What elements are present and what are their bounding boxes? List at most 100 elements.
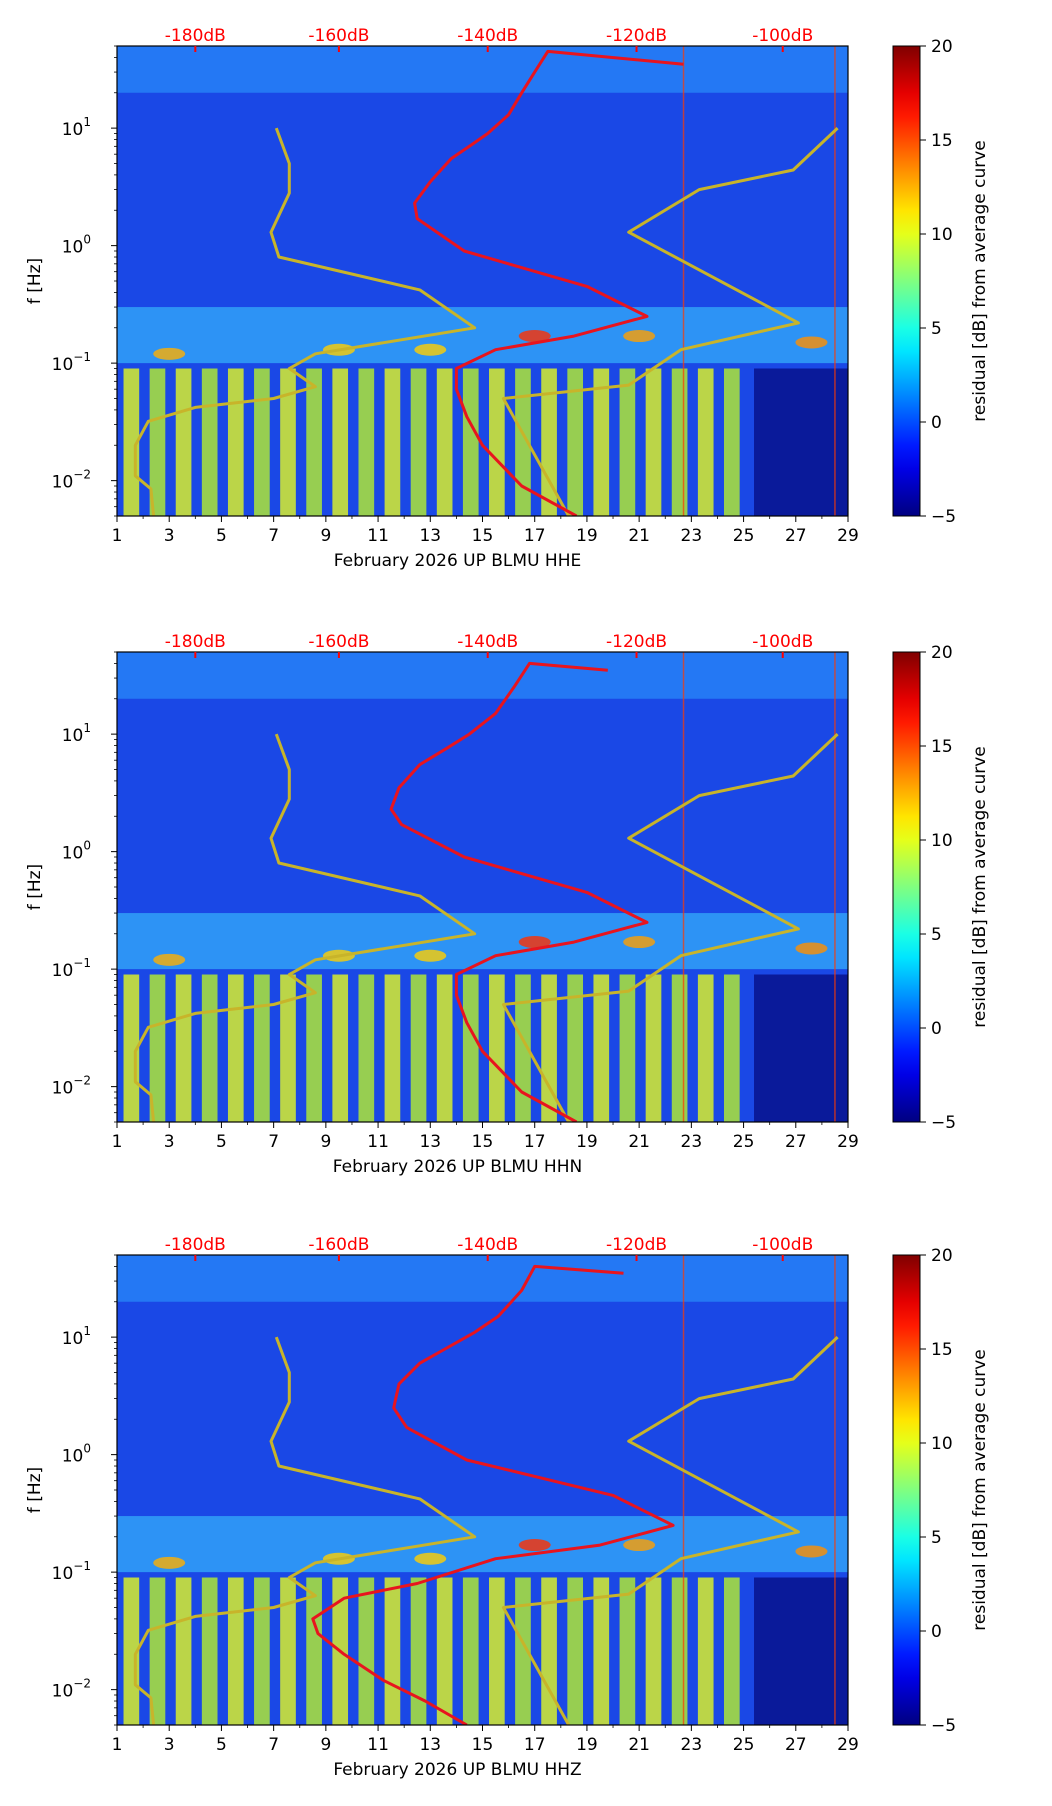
colorbar-tick-label: 10 [931,831,953,851]
db-scale-label: -140dB [457,26,518,46]
colorbar-tick-label: 15 [931,1340,953,1360]
heatmap-stripe [227,974,244,1122]
y-tick-label: 10−2 [52,468,91,493]
heatmap-stripe [254,1577,270,1725]
average-psd-curve [311,1264,675,1725]
colorbar-tick-label: 10 [931,1434,953,1454]
x-tick-label: 27 [785,1132,807,1152]
x-tick-label: 29 [837,1132,859,1152]
heatmap-stripe [567,974,584,1122]
x-tick-label: 5 [216,1735,227,1755]
heatmap-stripe [671,1577,688,1725]
heatmap-stripe [593,368,610,516]
y-tick-label: 101 [62,1324,91,1349]
colorbar-label: residual [dB] from average curve [970,746,990,1027]
noise-model-high-curve [501,127,839,516]
heatmap-stripe [697,1577,714,1725]
db-scale-label: -180dB [165,632,226,652]
colorbar-tick-label: 15 [931,131,953,151]
x-tick-label: 9 [320,1735,331,1755]
heatmap-stripe [541,974,557,1122]
heatmap-stripe [123,974,140,1122]
x-tick-label: 23 [681,1132,703,1152]
chart-panel-hhz: 1 3 5 7 9 11 13 15 17 19 21 23 25 27 2910110010−110−2-… [25,1235,990,1780]
heatmap-band [117,1255,848,1302]
heatmap-stripe [358,1577,375,1725]
noise-model-high-curve [501,1336,839,1725]
heatmap-hotspot [623,330,656,343]
x-tick-label: 27 [785,526,807,546]
heatmap-hotspot [518,330,551,343]
colorbar-tick-label: 10 [931,225,953,245]
heatmap-band [117,307,848,364]
average-psd-curve [413,49,684,516]
heatmap-stripe [332,368,349,516]
colorbar-gradient [892,1254,921,1726]
x-tick-label: 13 [419,526,441,546]
y-tick-label: 100 [62,1442,91,1467]
colorbar-label: residual [dB] from average curve [970,1349,990,1630]
noise-model-high-curve [501,733,839,1122]
heatmap-stripe [436,1577,453,1725]
db-scale-label: -140dB [457,632,518,652]
heatmap-stripe [254,368,270,516]
x-tick-label: 25 [733,1735,755,1755]
x-tick-label: 1 [112,1132,123,1152]
db-scale-label: -180dB [165,26,226,46]
heatmap-stripe [280,1577,296,1725]
heatmap-stripe [619,368,636,516]
heatmap-band [117,46,848,93]
heatmap [117,652,848,1122]
heatmap-stripe [227,368,244,516]
heatmap-stripe [410,1577,427,1725]
colorbar-tick-label: 0 [931,413,942,433]
heatmap-stripe [593,974,610,1122]
heatmap-stripe [723,368,740,516]
db-scale-label: -160dB [308,1235,369,1255]
heatmap-stripe [384,368,401,516]
x-tick-label: 19 [576,1132,598,1152]
heatmap-stripe [123,1577,140,1725]
heatmap-hotspot [623,936,656,949]
colorbar-tick-label: 20 [931,1246,953,1266]
colorbar-tick-label: 0 [931,1622,942,1642]
colorbar: 20 15 10 5 0 −5 residual [dB] from average cur… [892,37,990,527]
x-tick-label: 15 [472,526,494,546]
heatmap-stripe [306,974,322,1122]
heatmap-stripe [280,974,296,1122]
heatmap-stripe [358,368,375,516]
heatmap-stripe [306,1577,322,1725]
heatmap-stripe [489,368,505,516]
heatmap-stripe [541,1577,557,1725]
heatmap-band [117,913,848,970]
heatmap-stripe [436,974,453,1122]
db-scale-label: -160dB [308,26,369,46]
heatmap-stripe [175,368,192,516]
colorbar-tick-label: 0 [931,1019,942,1039]
db-scale-label: -180dB [165,1235,226,1255]
heatmap-stripe [227,1577,244,1725]
heatmap-stripe [723,1577,740,1725]
heatmap-stripe [384,1577,401,1725]
x-tick-label: 21 [628,1735,650,1755]
x-tick-label: 11 [367,1735,389,1755]
heatmap-stripe [671,974,688,1122]
noise-model-low-curve [133,733,477,1122]
y-tick-label: 101 [62,115,91,140]
heatmap-hotspot [518,1539,551,1552]
y-tick-label: 100 [62,839,91,864]
heatmap-stripe [619,1577,636,1725]
colorbar-tick-label: −5 [931,507,956,527]
x-tick-label: 23 [681,1735,703,1755]
x-tick-label: 7 [268,526,279,546]
y-tick-label: 10−1 [52,350,91,375]
colorbar-tick-label: 5 [931,1528,942,1548]
x-tick-label: 15 [472,1735,494,1755]
y-axis-label: f [Hz] [25,258,45,304]
x-tick-label: 13 [419,1132,441,1152]
heatmap-hotspot [153,1556,186,1569]
average-psd-curve [389,661,649,1122]
db-scale-label: -140dB [457,1235,518,1255]
heatmap-stripe [280,368,296,516]
